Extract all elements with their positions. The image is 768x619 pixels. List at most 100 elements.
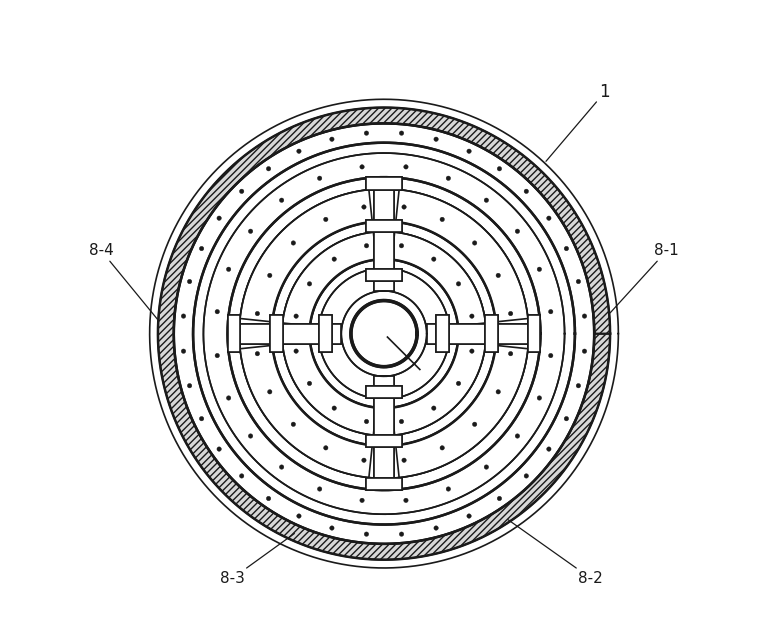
Circle shape xyxy=(364,532,369,536)
Circle shape xyxy=(200,246,204,251)
Polygon shape xyxy=(374,177,394,291)
Circle shape xyxy=(296,514,301,518)
Polygon shape xyxy=(227,324,341,344)
Circle shape xyxy=(548,310,553,314)
Polygon shape xyxy=(528,315,541,352)
Polygon shape xyxy=(396,189,528,322)
Circle shape xyxy=(181,349,186,353)
Circle shape xyxy=(537,267,541,272)
Circle shape xyxy=(280,465,284,469)
Circle shape xyxy=(187,279,192,284)
Circle shape xyxy=(399,131,404,136)
Circle shape xyxy=(508,352,513,356)
Circle shape xyxy=(215,353,220,358)
Circle shape xyxy=(362,205,366,209)
Circle shape xyxy=(329,526,334,530)
Circle shape xyxy=(294,349,298,353)
Circle shape xyxy=(432,406,436,410)
Polygon shape xyxy=(392,342,485,435)
Circle shape xyxy=(547,447,551,451)
Circle shape xyxy=(332,406,336,410)
Circle shape xyxy=(515,434,520,438)
Circle shape xyxy=(296,149,301,154)
Circle shape xyxy=(497,167,502,171)
Circle shape xyxy=(547,216,551,220)
Circle shape xyxy=(294,314,298,318)
Polygon shape xyxy=(366,220,402,232)
Circle shape xyxy=(404,498,408,503)
Circle shape xyxy=(362,458,366,462)
Circle shape xyxy=(456,381,461,386)
Circle shape xyxy=(291,422,296,426)
Polygon shape xyxy=(392,232,485,326)
Circle shape xyxy=(215,310,220,314)
Polygon shape xyxy=(240,345,372,478)
Circle shape xyxy=(399,532,404,536)
Circle shape xyxy=(470,314,474,318)
Circle shape xyxy=(434,526,439,530)
Polygon shape xyxy=(366,269,402,281)
Polygon shape xyxy=(366,435,402,448)
Polygon shape xyxy=(270,315,283,352)
Polygon shape xyxy=(485,315,498,352)
Circle shape xyxy=(227,396,231,400)
Circle shape xyxy=(402,458,406,462)
Circle shape xyxy=(524,474,528,478)
Polygon shape xyxy=(374,376,394,490)
Polygon shape xyxy=(366,386,402,399)
Circle shape xyxy=(364,131,369,136)
Circle shape xyxy=(564,246,568,251)
Circle shape xyxy=(472,422,477,426)
Circle shape xyxy=(434,137,439,141)
Polygon shape xyxy=(366,220,402,232)
Circle shape xyxy=(399,243,404,248)
Polygon shape xyxy=(366,386,402,399)
Polygon shape xyxy=(374,376,394,490)
Circle shape xyxy=(181,314,186,318)
Circle shape xyxy=(291,241,296,245)
Circle shape xyxy=(360,165,364,169)
Circle shape xyxy=(508,311,513,316)
Circle shape xyxy=(472,241,477,245)
Circle shape xyxy=(332,257,336,261)
Text: 8-1: 8-1 xyxy=(610,243,679,313)
Circle shape xyxy=(280,198,284,202)
Circle shape xyxy=(446,176,451,181)
Circle shape xyxy=(255,352,260,356)
Polygon shape xyxy=(227,315,240,352)
Circle shape xyxy=(267,273,272,278)
Circle shape xyxy=(267,389,272,394)
Polygon shape xyxy=(427,324,541,344)
Polygon shape xyxy=(240,189,372,322)
Circle shape xyxy=(360,498,364,503)
Polygon shape xyxy=(436,315,449,352)
Polygon shape xyxy=(366,435,402,448)
Polygon shape xyxy=(366,177,402,189)
Polygon shape xyxy=(227,315,240,352)
Circle shape xyxy=(564,417,568,421)
Text: 8-3: 8-3 xyxy=(220,534,294,586)
Circle shape xyxy=(582,314,587,318)
Circle shape xyxy=(240,474,244,478)
Circle shape xyxy=(402,205,406,209)
Polygon shape xyxy=(366,478,402,490)
Polygon shape xyxy=(158,108,610,560)
Circle shape xyxy=(446,487,451,491)
Circle shape xyxy=(496,273,501,278)
Polygon shape xyxy=(396,345,528,478)
Circle shape xyxy=(470,349,474,353)
Circle shape xyxy=(576,279,581,284)
Circle shape xyxy=(496,389,501,394)
Circle shape xyxy=(255,311,260,316)
Circle shape xyxy=(497,496,502,501)
Circle shape xyxy=(404,165,408,169)
Text: 1: 1 xyxy=(546,84,610,162)
Polygon shape xyxy=(227,324,341,344)
Polygon shape xyxy=(366,177,402,189)
Circle shape xyxy=(524,189,528,194)
Polygon shape xyxy=(366,269,402,281)
Text: 8-4: 8-4 xyxy=(89,243,158,320)
Text: 8-2: 8-2 xyxy=(508,520,603,586)
Circle shape xyxy=(240,189,244,194)
Circle shape xyxy=(432,257,436,261)
